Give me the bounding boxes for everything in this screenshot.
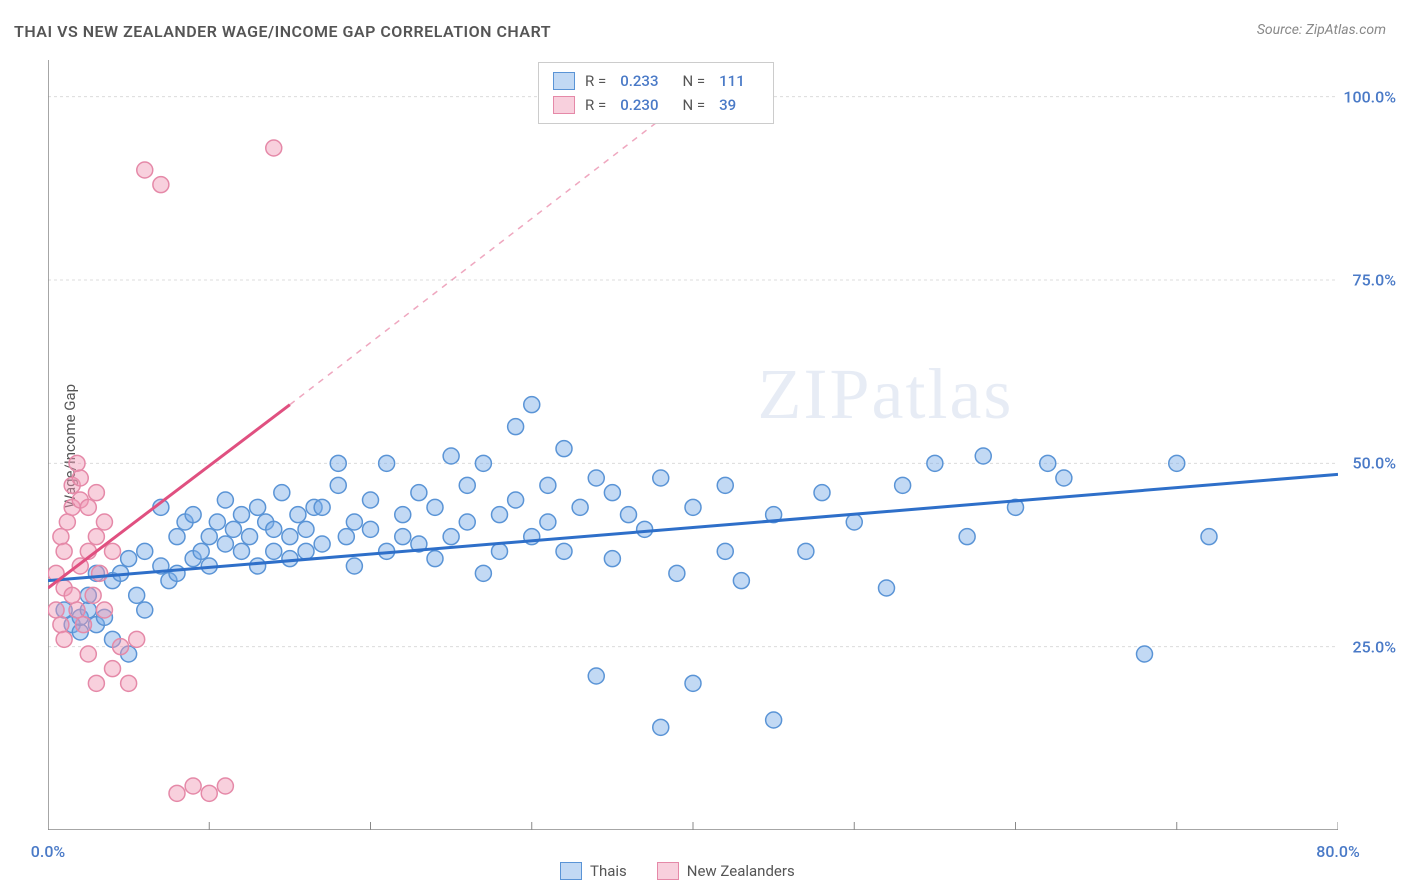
legend-r-value: 0.230: [620, 96, 658, 114]
legend-label: Thais: [590, 862, 627, 880]
legend-r-value: 0.233: [620, 72, 658, 90]
legend-swatch: [657, 862, 679, 880]
chart-container: THAI VS NEW ZEALANDER WAGE/INCOME GAP CO…: [0, 0, 1406, 892]
chart-title: THAI VS NEW ZEALANDER WAGE/INCOME GAP CO…: [14, 22, 551, 41]
legend-label: New Zealanders: [687, 862, 795, 880]
legend-n-label: N =: [682, 96, 705, 114]
legend-r-label: R =: [585, 72, 606, 90]
legend-n-value: 111: [719, 72, 745, 90]
y-tick-label: 50.0%: [1352, 454, 1396, 473]
y-tick-label: 100.0%: [1343, 87, 1396, 106]
chart-source: Source: ZipAtlas.com: [1257, 22, 1386, 38]
legend-row: R = 0.230 N = 39: [553, 93, 759, 117]
x-tick-label: 80.0%: [1316, 842, 1360, 861]
legend-swatch: [560, 862, 582, 880]
legend-row: R = 0.233 N = 111: [553, 69, 759, 93]
legend-swatch: [553, 96, 575, 114]
legend-n-label: N =: [682, 72, 705, 90]
legend-item: New Zealanders: [657, 862, 795, 880]
scatter-plot: [48, 60, 1338, 830]
legend-r-label: R =: [585, 96, 606, 114]
x-tick-label: 0.0%: [31, 842, 65, 861]
y-tick-label: 75.0%: [1352, 271, 1396, 290]
series-legend: Thais New Zealanders: [560, 862, 795, 880]
legend-swatch: [553, 72, 575, 90]
legend-n-value: 39: [719, 96, 736, 114]
y-tick-label: 25.0%: [1352, 637, 1396, 656]
correlation-legend: R = 0.233 N = 111 R = 0.230 N = 39: [538, 62, 774, 124]
legend-item: Thais: [560, 862, 627, 880]
